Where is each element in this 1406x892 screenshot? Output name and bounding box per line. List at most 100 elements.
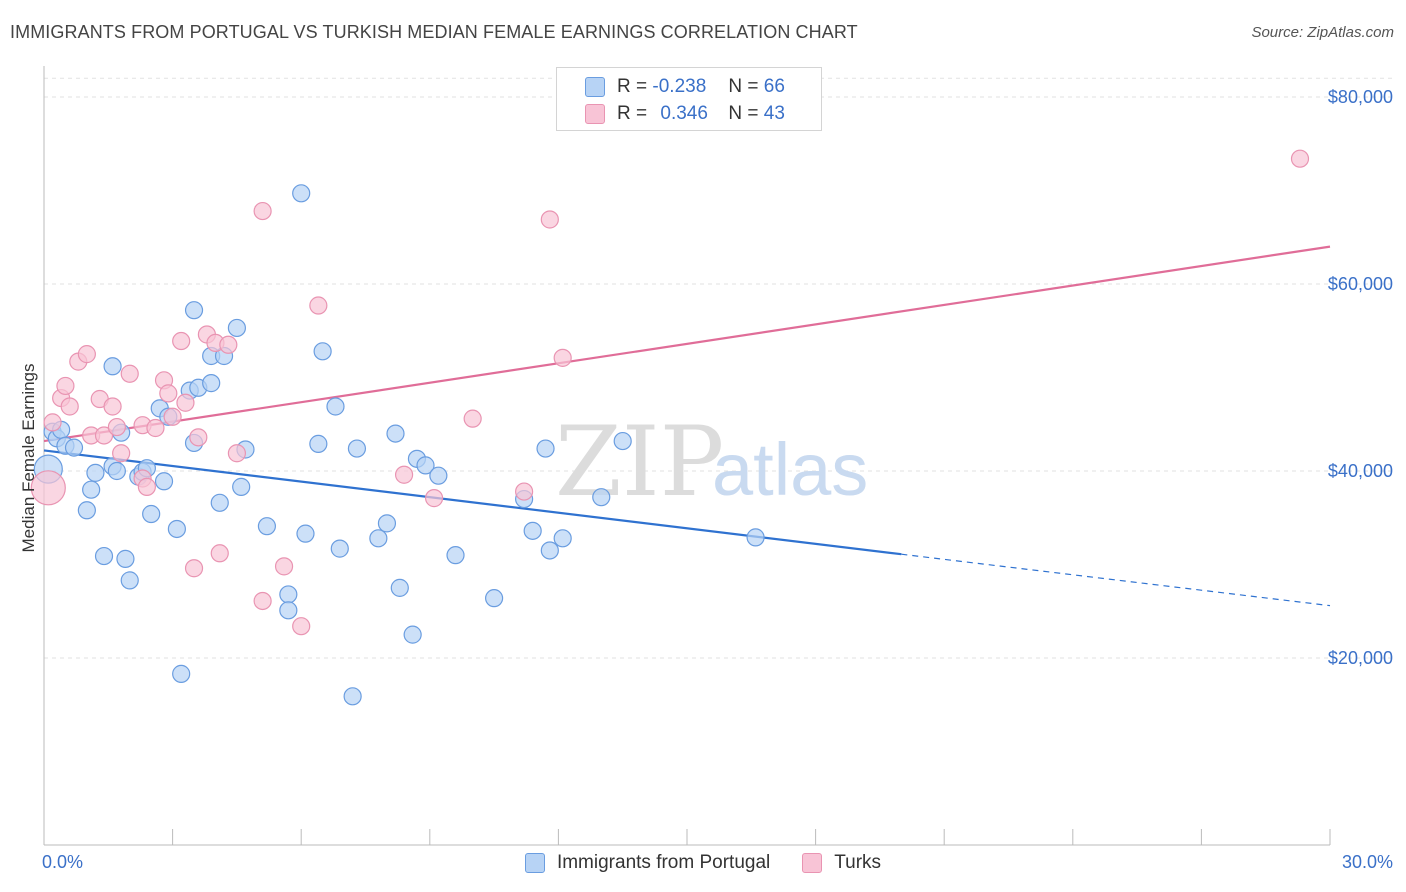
portugal-point bbox=[167, 519, 186, 539]
turks-point bbox=[515, 482, 534, 501]
turks-point bbox=[60, 397, 79, 416]
turks-point bbox=[253, 591, 272, 611]
portugal-point bbox=[86, 463, 105, 482]
portugal-point bbox=[154, 472, 174, 491]
turks-point bbox=[463, 409, 482, 428]
portugal-point bbox=[377, 514, 397, 533]
portugal-point bbox=[343, 687, 362, 706]
portugal-point bbox=[429, 466, 448, 485]
portugal-point bbox=[330, 539, 349, 558]
legend-row-turks: R = 0.346 N = 43 bbox=[585, 103, 785, 125]
turks-point bbox=[137, 477, 156, 496]
turks-point bbox=[43, 413, 62, 432]
portugal-point bbox=[94, 546, 114, 566]
turks-point bbox=[107, 417, 126, 437]
portugal-point bbox=[390, 578, 409, 597]
portugal-point bbox=[326, 397, 345, 416]
x-tick-label-start: 0.0% bbox=[42, 852, 83, 872]
portugal-point bbox=[64, 438, 84, 457]
turks-point bbox=[184, 559, 204, 578]
turks-point bbox=[274, 557, 294, 576]
legend-label-portugal: Immigrants from Portugal bbox=[556, 852, 771, 873]
portugal-point bbox=[536, 439, 555, 458]
turks-point bbox=[103, 397, 122, 416]
portugal-point bbox=[202, 374, 221, 393]
portugal-point bbox=[446, 546, 465, 565]
portugal-point bbox=[116, 549, 135, 568]
y-tick-label: $80,000 bbox=[1328, 87, 1393, 107]
y-tick-label: $60,000 bbox=[1328, 274, 1393, 294]
portugal-point bbox=[232, 477, 251, 496]
turks-point bbox=[163, 407, 182, 426]
portugal-point bbox=[613, 431, 632, 451]
y-tick-label: $40,000 bbox=[1328, 461, 1393, 481]
portugal-point bbox=[292, 184, 311, 203]
turks-point bbox=[227, 444, 246, 463]
portugal-point bbox=[746, 528, 765, 547]
portugal-point bbox=[416, 456, 435, 475]
turks-point bbox=[172, 331, 191, 351]
y-tick-labels: $20,000 $40,000 $60,000 $80,000 bbox=[1328, 87, 1393, 668]
legend-r-value: 0.346 bbox=[660, 103, 708, 124]
legend-swatch-blue bbox=[524, 853, 545, 873]
y-tick-label: $20,000 bbox=[1328, 648, 1393, 668]
portugal-point bbox=[296, 524, 315, 543]
turks-point bbox=[146, 418, 165, 438]
portugal-point bbox=[82, 480, 101, 499]
turks-point bbox=[1290, 149, 1310, 168]
portugal-point bbox=[77, 501, 96, 520]
portugal-point bbox=[257, 517, 277, 536]
turks-point bbox=[219, 335, 238, 354]
turks-point bbox=[159, 384, 178, 403]
portugal-point bbox=[313, 342, 332, 361]
legend-r-value: -0.238 bbox=[652, 76, 707, 97]
x-tick-labels: 0.0% 30.0% bbox=[42, 852, 1393, 872]
portugal-point bbox=[142, 504, 161, 524]
turks-point bbox=[120, 364, 139, 383]
gridlines bbox=[44, 77, 1392, 659]
turks-point bbox=[394, 465, 414, 484]
legend-r-label: R = bbox=[617, 103, 648, 124]
portugal-point bbox=[120, 571, 139, 590]
legend-r-label: R = bbox=[617, 76, 648, 97]
turks-point bbox=[309, 296, 328, 315]
legend-n-value: 43 bbox=[763, 103, 785, 124]
legend-swatch-blue bbox=[585, 77, 605, 97]
y-axis-label: Median Female Earnings bbox=[19, 364, 38, 553]
portugal-point bbox=[309, 434, 328, 453]
portugal-point bbox=[347, 439, 367, 458]
correlation-legend: R = -0.238 N = 66 R = 0.346 N = 43 bbox=[556, 67, 822, 131]
turks-point bbox=[540, 210, 559, 229]
portugal-point bbox=[403, 625, 422, 644]
legend-n-label: N = bbox=[728, 103, 759, 124]
portugal-point bbox=[279, 585, 298, 604]
turks-point bbox=[189, 428, 208, 447]
legend-item-portugal[interactable]: Immigrants from Portugal bbox=[524, 852, 771, 874]
turks-point bbox=[94, 426, 114, 445]
portugal-point bbox=[592, 488, 611, 507]
watermark-zip: ZIP bbox=[555, 406, 724, 518]
data-points bbox=[30, 149, 1310, 706]
legend-swatch-pink bbox=[585, 104, 605, 124]
legend-item-turks[interactable]: Turks bbox=[802, 852, 881, 874]
portugal-point bbox=[103, 357, 122, 376]
turks-point bbox=[56, 376, 75, 396]
turks-point bbox=[112, 444, 131, 463]
portugal-point bbox=[523, 521, 542, 540]
portugal-point bbox=[210, 493, 229, 512]
turks-point bbox=[77, 345, 96, 364]
portugal-point bbox=[227, 318, 246, 338]
source-note: Source: ZipAtlas.com bbox=[1251, 24, 1394, 41]
turks-point bbox=[30, 470, 66, 506]
portugal-point bbox=[172, 664, 191, 683]
portugal-point bbox=[184, 301, 204, 320]
portugal-point bbox=[279, 601, 298, 620]
legend-row-portugal: R = -0.238 N = 66 bbox=[585, 76, 785, 98]
legend-label-turks: Turks bbox=[834, 852, 882, 873]
portugal-point bbox=[553, 529, 572, 548]
legend-n-value: 66 bbox=[763, 76, 785, 97]
legend-n-label: N = bbox=[728, 76, 759, 97]
portugal-point bbox=[540, 541, 559, 560]
portugal-point bbox=[369, 529, 388, 548]
